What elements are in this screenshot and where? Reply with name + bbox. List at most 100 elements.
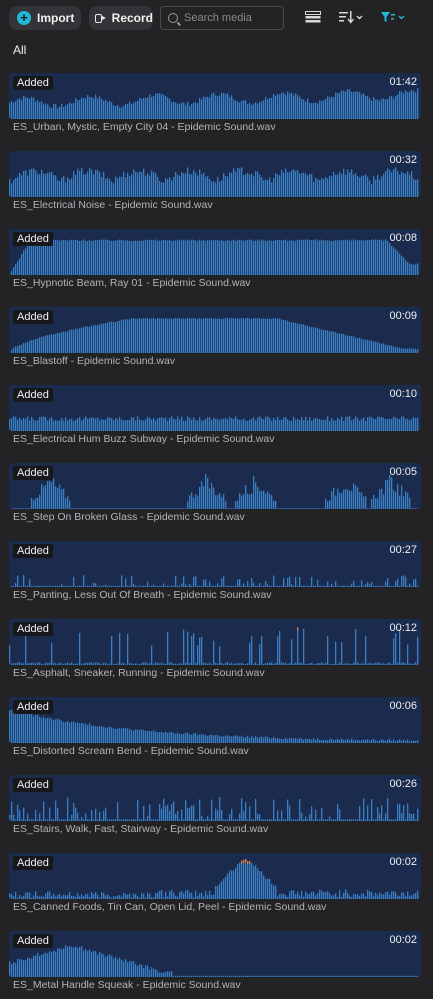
waveform-bar (113, 322, 115, 353)
search-input[interactable] (184, 12, 280, 24)
waveform-thumbnail[interactable]: Added 00:26 (9, 775, 421, 821)
waveform-thumbnail[interactable]: Added 00:06 (9, 697, 421, 743)
waveform-bar (207, 975, 209, 977)
waveform-bar (51, 482, 53, 509)
media-item[interactable]: 00:32 ES_Electrical Noise - Epidemic Soun… (9, 151, 421, 211)
waveform-bar (149, 239, 151, 275)
media-item[interactable]: Added 00:26 ES_Stairs, Walk, Fast, Stairwa… (9, 775, 421, 835)
import-button[interactable]: + Import (9, 6, 81, 30)
waveform-bar (293, 416, 295, 431)
waveform-bar (141, 585, 143, 587)
waveform-thumbnail[interactable]: Added 00:10 (9, 385, 421, 431)
waveform-bar (277, 93, 279, 119)
waveform-bar (67, 797, 69, 821)
media-item[interactable]: Added 00:08 ES_Hypnotic Beam, Ray 01 - Epi… (9, 229, 421, 289)
waveform-bar (225, 317, 227, 353)
media-item[interactable]: Added 00:09 ES_Blastoff - Epidemic Sound.w… (9, 307, 421, 367)
waveform-bar (153, 96, 155, 119)
waveform-bar (153, 418, 155, 431)
waveform-bar (33, 340, 35, 353)
view-toggle-icon[interactable] (305, 10, 321, 24)
waveform-bar (255, 798, 257, 821)
waveform-thumbnail[interactable]: Added 00:02 (9, 931, 421, 977)
waveform-thumbnail[interactable]: Added 00:27 (9, 541, 421, 587)
waveform-bar (59, 819, 61, 821)
waveform-bar (69, 819, 71, 821)
waveform-bar (357, 176, 359, 197)
waveform-bar (359, 177, 361, 197)
filter-icon[interactable] (380, 10, 406, 24)
media-item[interactable]: Added 00:06 ES_Distorted Scream Bend - Epi… (9, 697, 421, 757)
waveform-bar (87, 894, 89, 899)
waveform-bar (269, 585, 271, 587)
waveform-thumbnail[interactable]: Added 00:05 (9, 463, 421, 509)
waveform-bar (279, 175, 281, 197)
waveform-thumbnail[interactable]: Added 01:42 (9, 73, 421, 119)
search-box[interactable] (160, 6, 284, 30)
waveform-thumbnail[interactable]: Added 00:08 (9, 229, 421, 275)
waveform-bar (181, 663, 183, 665)
waveform-bar (405, 260, 407, 275)
waveform-thumbnail[interactable]: 00:32 (9, 151, 421, 197)
media-item[interactable]: Added 00:02 ES_Metal Handle Squeak - Epide… (9, 931, 421, 991)
media-item[interactable]: Added 00:02 ES_Canned Foods, Tin Can, Open… (9, 853, 421, 913)
waveform-bar (311, 739, 313, 743)
waveform-bar (97, 726, 99, 743)
media-item[interactable]: Added 00:12 ES_Asphalt, Sneaker, Running -… (9, 619, 421, 679)
waveform-bar (397, 895, 399, 899)
waveform-bar (89, 167, 91, 197)
waveform-bar (49, 106, 51, 119)
waveform-bar (243, 418, 245, 431)
waveform-bar (321, 585, 323, 587)
waveform-thumbnail[interactable]: Added 00:12 (9, 619, 421, 665)
waveform-bar (137, 965, 139, 977)
waveform-bar (119, 417, 121, 431)
waveform-bar (363, 240, 365, 275)
waveform-bar (15, 346, 17, 353)
waveform-bar (19, 172, 21, 197)
media-item[interactable]: Added 00:10 ES_Electrical Hum Buzz Subway … (9, 385, 421, 445)
waveform-bar (53, 174, 55, 197)
waveform-bar (89, 240, 91, 275)
waveform-bar (79, 819, 81, 821)
waveform-bar (351, 897, 353, 899)
waveform-bar (257, 417, 259, 431)
waveform-bar (25, 97, 27, 119)
waveform-bar (47, 891, 49, 899)
waveform-bar (387, 891, 389, 899)
waveform-bar (199, 734, 201, 743)
waveform-bar (307, 975, 309, 977)
media-item[interactable]: Added 00:05 ES_Step On Broken Glass - Epid… (9, 463, 421, 523)
waveform-bar (105, 419, 107, 431)
waveform-bar (373, 341, 375, 353)
waveform-bar (275, 885, 277, 899)
waveform-bar (109, 663, 111, 665)
waveform-bar (177, 240, 179, 275)
waveform-bar (257, 664, 259, 665)
media-item[interactable]: Added 00:27 ES_Panting, Less Out Of Breath… (9, 541, 421, 601)
waveform-bar (49, 418, 51, 431)
waveform-thumbnail[interactable]: Added 00:02 (9, 853, 421, 899)
waveform-bar (157, 819, 159, 821)
waveform-bar (121, 959, 123, 977)
waveform-bar (37, 338, 39, 353)
waveform-bar (329, 175, 331, 197)
waveform-bar (275, 500, 277, 509)
waveform-bar (289, 93, 291, 119)
waveform-bar (79, 241, 81, 275)
waveform (9, 317, 419, 353)
waveform-bar (301, 173, 303, 197)
waveform-bar (127, 103, 129, 119)
waveform-bar (77, 329, 79, 353)
sort-icon[interactable] (338, 10, 364, 24)
waveform-bar (161, 508, 163, 509)
waveform-bar (191, 892, 193, 899)
waveform-bar (219, 797, 221, 821)
waveform-bar (77, 418, 79, 431)
waveform-bar (13, 508, 15, 509)
waveform-bar (193, 975, 195, 977)
media-item[interactable]: Added 01:42 ES_Urban, Mystic, Empty City 0… (9, 73, 421, 133)
waveform-thumbnail[interactable]: Added 00:09 (9, 307, 421, 353)
record-button[interactable]: Record (89, 6, 153, 30)
waveform-bar (211, 420, 213, 431)
